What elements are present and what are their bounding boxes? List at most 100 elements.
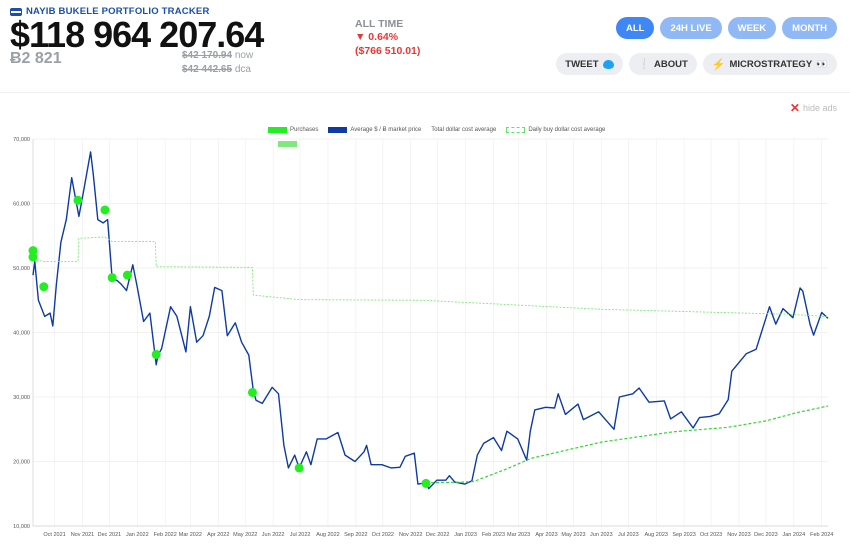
- info-icon: ❕: [637, 58, 650, 70]
- x-tick-label: Nov 2022: [399, 532, 423, 538]
- flag-icon: [10, 7, 22, 16]
- price-summary: $42 170.94 now $42 442.65 dca: [182, 49, 253, 77]
- series-line-daily-dca: [425, 405, 829, 484]
- y-tick-label: 50,000: [13, 266, 30, 272]
- brand[interactable]: NAYIB BUKELE PORTFOLIO TRACKER: [10, 6, 210, 17]
- x-tick-label: Oct 2022: [372, 532, 394, 538]
- x-tick-label: May 2023: [561, 532, 585, 538]
- dca-label: dca: [234, 64, 251, 75]
- y-tick-label: 70,000: [13, 137, 30, 143]
- y-tick-label: 30,000: [13, 395, 30, 401]
- x-tick-label: Feb 2023: [482, 532, 505, 538]
- dca-price: $42 442.65: [182, 64, 233, 75]
- alltime-amount: ($766 510.01): [355, 45, 421, 57]
- chart-axis-labels: 10,000 20,000 30,000 40,000 50,000 60,000 70,0…: [13, 137, 833, 538]
- alltime-percent: ▼ 0.64%: [355, 31, 399, 43]
- purchase-point: [247, 387, 257, 397]
- hide-ads-label: hide ads: [802, 103, 837, 113]
- x-tick-label: Feb 2024: [810, 532, 833, 538]
- microstrategy-button[interactable]: ⚡ MICROSTRATEGY 👀: [702, 53, 837, 75]
- chart-purchases: [28, 195, 431, 488]
- x-tick-label: Jun 2023: [590, 532, 613, 538]
- legend-swatch: [278, 141, 297, 147]
- series-line-total-dca: [32, 236, 829, 318]
- purchase-point: [28, 246, 38, 256]
- close-icon: ✕: [789, 101, 800, 115]
- tweet-label: TWEET: [565, 58, 599, 70]
- bolt-icon: ⚡: [711, 58, 726, 71]
- time-range-tabs: ALL 24H LIVE WEEK MONTH: [616, 17, 837, 39]
- tweet-button[interactable]: TWEET: [556, 53, 623, 75]
- x-tick-label: Jun 2022: [262, 532, 285, 538]
- legend-item-purchases[interactable]: Purchases: [268, 127, 318, 133]
- chart-series: [32, 151, 829, 490]
- legend-label: Daily buy dollar cost average: [528, 127, 606, 133]
- x-tick-label: Apr 2023: [535, 532, 557, 538]
- purchase-point: [100, 205, 110, 215]
- legend-item-total-dca[interactable]: Total dollar cost average: [278, 127, 496, 147]
- portfolio-chart[interactable]: 10,000 20,000 30,000 40,000 50,000 60,000 70,0…: [0, 128, 850, 558]
- x-tick-label: Nov 2023: [727, 532, 751, 538]
- y-tick-label: 40,000: [13, 331, 30, 337]
- now-price: $42 170.94: [182, 50, 233, 61]
- btc-holdings: Ƀ2 821: [10, 50, 62, 67]
- y-tick-label: 10,000: [13, 524, 30, 530]
- alltime-summary: ALL TIME ▼ 0.64% ($766 510.01): [355, 18, 420, 58]
- hide-ads-link[interactable]: ✕ hide ads: [790, 101, 837, 115]
- header-divider: [0, 92, 850, 93]
- now-label: now: [234, 50, 254, 61]
- x-tick-label: Oct 2021: [43, 532, 65, 538]
- x-tick-label: Sep 2023: [672, 532, 696, 538]
- purchase-point: [73, 195, 83, 205]
- legend-swatch: [328, 127, 348, 133]
- series-line-average-price: [32, 151, 829, 490]
- app-title: NAYIB BUKELE PORTFOLIO TRACKER: [26, 6, 210, 17]
- about-button[interactable]: ❕ ABOUT: [628, 53, 697, 75]
- x-tick-label: Dec 2023: [754, 532, 778, 538]
- about-label: ABOUT: [653, 58, 688, 70]
- purchase-point: [28, 252, 38, 262]
- legend-item-daily-dca[interactable]: Daily buy dollar cost average: [506, 127, 605, 133]
- x-tick-label: Dec 2022: [426, 532, 450, 538]
- x-tick-label: Jan 2022: [126, 532, 149, 538]
- x-tick-label: May 2022: [233, 532, 257, 538]
- portfolio-total-value: $118 964 207.64: [10, 14, 264, 55]
- x-tick-label: Jan 2023: [454, 532, 477, 538]
- purchase-point: [122, 270, 132, 280]
- x-tick-label: Dec 2021: [98, 532, 122, 538]
- alltime-label: ALL TIME: [355, 18, 404, 30]
- chart-legend: Purchases Average $ / Ƀ market price Tot…: [268, 127, 605, 147]
- purchase-point: [39, 282, 49, 292]
- y-tick-label: 60,000: [13, 202, 30, 208]
- purchase-point: [294, 463, 304, 473]
- purchase-point: [151, 349, 161, 359]
- x-tick-label: Sep 2022: [344, 532, 368, 538]
- header: NAYIB BUKELE PORTFOLIO TRACKER $118 964 …: [0, 0, 850, 95]
- y-tick-label: 20,000: [13, 460, 30, 466]
- legend-item-average-price[interactable]: Average $ / Ƀ market price: [328, 127, 421, 133]
- x-tick-label: Mar 2022: [179, 532, 202, 538]
- x-tick-label: Jan 2024: [783, 532, 806, 538]
- chart-grid: [32, 138, 828, 527]
- tab-week[interactable]: WEEK: [727, 17, 777, 39]
- legend-label: Average $ / Ƀ market price: [350, 127, 422, 133]
- x-tick-label: Feb 2022: [154, 532, 177, 538]
- action-buttons: TWEET ❕ ABOUT ⚡ MICROSTRATEGY 👀: [556, 53, 837, 75]
- legend-swatch: [268, 127, 287, 133]
- tab-24h-live[interactable]: 24H LIVE: [660, 17, 722, 39]
- legend-label: Purchases: [290, 127, 319, 133]
- x-tick-label: Aug 2022: [316, 532, 340, 538]
- x-tick-label: Jul 2022: [290, 532, 311, 538]
- x-tick-label: Jul 2023: [618, 532, 639, 538]
- eyes-icon: 👀: [816, 58, 828, 70]
- purchase-point: [107, 273, 117, 283]
- tab-month[interactable]: MONTH: [782, 17, 837, 39]
- purchase-point: [421, 478, 431, 488]
- x-tick-label: Aug 2023: [644, 532, 668, 538]
- tab-all[interactable]: ALL: [616, 17, 655, 39]
- x-tick-label: Nov 2021: [71, 532, 95, 538]
- microstrategy-label: MICROSTRATEGY: [729, 58, 813, 70]
- legend-swatch: [506, 127, 526, 133]
- x-tick-label: Mar 2023: [507, 532, 530, 538]
- x-tick-label: Apr 2022: [207, 532, 229, 538]
